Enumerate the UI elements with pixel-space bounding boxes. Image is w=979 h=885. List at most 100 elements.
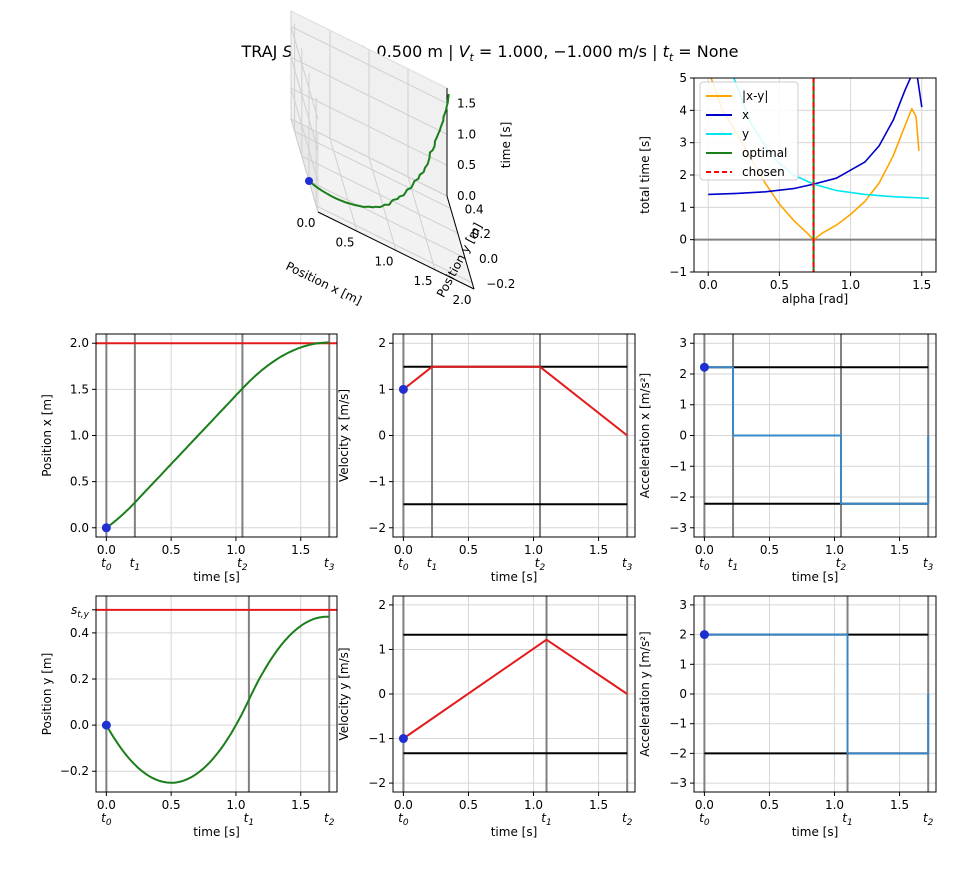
start-marker xyxy=(398,384,408,394)
x-tick-label: 0.5 xyxy=(335,235,354,249)
y-axis-label: Acceleration x [m/s²] xyxy=(638,373,652,498)
y-axis-label: Velocity x [m/s] xyxy=(337,389,351,482)
y-tick-label: 0 xyxy=(378,429,386,443)
y-tick-label: 5 xyxy=(679,71,687,85)
y-tick-label: 2 xyxy=(679,367,687,381)
x-tick-label: 0.0 xyxy=(394,798,413,812)
legend: |x-y| xy optimal chosen xyxy=(699,81,799,181)
y-tick-label: 0 xyxy=(679,429,687,443)
legend-label: |x-y| xyxy=(742,89,768,103)
x-axis-label: time [s] xyxy=(193,570,240,584)
grid-line xyxy=(301,155,459,234)
phase-label: t2 xyxy=(324,811,335,828)
y-tick-label: 1 xyxy=(378,382,386,396)
plot-area xyxy=(96,334,337,537)
x-tick-label: 1.0 xyxy=(825,543,844,557)
x-tick-label: 0.5 xyxy=(459,798,478,812)
phase-label: t0 xyxy=(699,811,710,828)
x-axis-label: time [s] xyxy=(491,570,538,584)
y-tick-label: 2 xyxy=(679,168,687,182)
phase-label: t1 xyxy=(130,556,140,573)
axes-frame xyxy=(392,595,636,793)
phase-label: t1 xyxy=(541,811,551,828)
phase-label: t1 xyxy=(842,811,852,828)
phase-label: t2 xyxy=(535,556,546,573)
phase-label: t1 xyxy=(728,556,738,573)
x-tick-label: 0.5 xyxy=(770,278,789,292)
y-axis-label: total time [s] xyxy=(638,136,652,214)
x-tick-label: 1.0 xyxy=(825,798,844,812)
grid-line xyxy=(290,87,448,166)
x-tick-label: 1.5 xyxy=(912,278,931,292)
velocity-y-panel: 0.0 0.5 1.0 1.5 −2 −1 0 1 2 time [s] Velocity y [m… xyxy=(337,595,636,839)
z-axis-label: time [s] xyxy=(499,122,513,169)
plot-area xyxy=(393,334,635,537)
phase-label: t3 xyxy=(622,556,633,573)
axes-frame xyxy=(693,77,937,273)
y-axis-label: Position x [m] xyxy=(40,394,54,477)
y-tick-label: 1 xyxy=(679,200,687,214)
grid-line xyxy=(368,157,397,251)
y-tick-label: −1 xyxy=(669,459,687,473)
y-tick-label: 1.5 xyxy=(70,382,89,396)
x-tick-label: 1.0 xyxy=(524,798,543,812)
phase-label: t0 xyxy=(699,556,710,573)
x-tick-label: 0.0 xyxy=(695,543,714,557)
y-tick-label: −1 xyxy=(669,717,687,731)
y-axis-label: Velocity y [m/s] xyxy=(337,647,351,740)
phase-label: t1 xyxy=(244,811,254,828)
grid-line xyxy=(290,88,319,182)
y-tick-label: 0.0 xyxy=(70,718,89,732)
y-tick-label: −0.2 xyxy=(486,277,515,291)
x-tick-label: 0.0 xyxy=(695,798,714,812)
phase-label: t0 xyxy=(398,811,409,828)
x-axis-label: Position x [m] xyxy=(284,259,364,308)
y-tick-label: 0.0 xyxy=(479,252,498,266)
x-tick-label: 0.0 xyxy=(699,278,718,292)
y-tick-label: −2 xyxy=(669,490,687,504)
x-axis-line xyxy=(317,211,475,290)
phase-label: t0 xyxy=(398,556,409,573)
x-tick-label: 1.5 xyxy=(589,798,608,812)
velocity-profile xyxy=(402,365,628,437)
y-tick-label: −3 xyxy=(669,776,687,790)
x-tick-label: 1.5 xyxy=(291,543,310,557)
phase-label: t2 xyxy=(237,556,248,573)
start-marker xyxy=(305,177,313,185)
grid-line xyxy=(290,25,448,104)
y-tick-label: −2 xyxy=(368,776,386,790)
acceleration-profile xyxy=(704,633,930,755)
x-tick-label: 0.5 xyxy=(162,798,181,812)
y-axis-label: Acceleration y [m/s²] xyxy=(638,631,652,756)
plot-area xyxy=(96,596,337,792)
grid-line xyxy=(290,118,319,213)
y-tick-label: −1 xyxy=(368,732,386,746)
y-tick-label: −2 xyxy=(368,521,386,535)
legend-label: optimal xyxy=(742,146,787,160)
legend-label: chosen xyxy=(742,165,785,179)
start-marker xyxy=(398,734,408,744)
y-tick-label: 0 xyxy=(679,233,687,247)
y-tick-label: 0.4 xyxy=(465,202,484,216)
z-tick-label: 1.0 xyxy=(457,127,476,141)
start-marker xyxy=(101,720,111,730)
acceleration-profile xyxy=(704,366,930,505)
phase-label: t2 xyxy=(622,811,633,828)
plot-area xyxy=(694,596,936,792)
y-tick-label: 2.0 xyxy=(70,336,89,350)
position-x-panel: 0.0 0.5 1.0 1.5 0.0 0.5 1.0 1.5 2.0 time [s] Posit… xyxy=(40,333,338,584)
grid-line xyxy=(308,180,466,259)
y-tick-label: 2 xyxy=(378,598,386,612)
position-curve xyxy=(105,615,330,784)
axes-frame xyxy=(693,333,937,538)
axes-frame xyxy=(693,595,937,793)
y-tick-label: 1 xyxy=(679,398,687,412)
acceleration-y-panel: 0.0 0.5 1.0 1.5 −3 −2 −1 0 1 2 3 time [s] Accelerati… xyxy=(638,595,937,839)
x-tick-label: 0.5 xyxy=(459,543,478,557)
x-tick-label: 1.5 xyxy=(413,274,432,288)
x-tick-label: 1.5 xyxy=(890,543,909,557)
x-axis-label: time [s] xyxy=(792,825,839,839)
legend-box xyxy=(699,81,799,181)
grid-line xyxy=(329,138,358,232)
